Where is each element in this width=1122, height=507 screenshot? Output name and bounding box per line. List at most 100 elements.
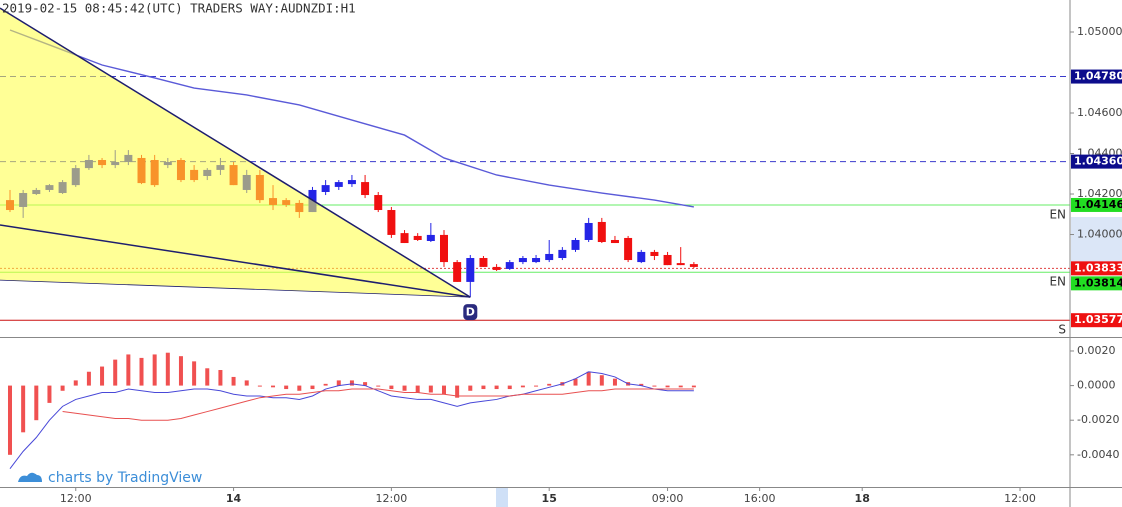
histogram-bar [573, 378, 578, 386]
level-label-bg [1071, 261, 1122, 276]
macd-line [9, 371, 694, 469]
candle-body [479, 258, 488, 267]
histogram-bar [481, 385, 486, 390]
candle-body [400, 233, 409, 244]
candle-body [426, 234, 435, 242]
level-label-bg [1071, 313, 1122, 328]
level-label: 1.03833 [1074, 261, 1122, 274]
histogram-bar [612, 378, 617, 386]
histogram-bar [100, 366, 105, 386]
histogram-bar [113, 359, 118, 386]
level-label-bg [1071, 197, 1122, 212]
histogram-bar [586, 371, 591, 386]
histogram-bar [192, 361, 197, 386]
histogram-bar [639, 383, 644, 386]
level-label: 1.03814 [1074, 276, 1122, 289]
level-label: 1.04146 [1074, 198, 1122, 211]
y-tick-label: 0.0020 [1077, 344, 1116, 357]
candle-body [361, 182, 370, 196]
histogram-bar [547, 383, 552, 386]
candle-body [439, 234, 448, 263]
histogram-bar [376, 385, 381, 387]
histogram-bar [284, 385, 289, 390]
y-tick-label: 1.05000 [1077, 25, 1122, 38]
histogram-bar [402, 385, 407, 391]
x-tick-label: 16:00 [744, 492, 776, 505]
level-tag: EN [1049, 207, 1066, 221]
histogram-bar [494, 385, 499, 390]
histogram-bar [244, 380, 249, 386]
candle-body [624, 237, 633, 261]
level-label: 1.03577 [1074, 313, 1122, 326]
histogram-bar [34, 385, 39, 421]
plot-layer: D1.050001.046001.044001.042001.040001.04… [0, 7, 1122, 505]
x-tick-label: 12:00 [1004, 492, 1036, 505]
candle-body [676, 263, 685, 266]
histogram-bar [455, 385, 460, 398]
histogram-bar [21, 385, 26, 433]
histogram-bar [165, 352, 170, 386]
level-tag: S [1058, 323, 1066, 337]
histogram-bar [468, 385, 473, 391]
candle-body [558, 249, 567, 259]
histogram-bar [152, 354, 157, 386]
histogram-bar [126, 354, 131, 386]
y-tick-label: -0.0040 [1077, 448, 1119, 461]
histogram-bar [86, 371, 91, 386]
level-label: 1.04360 [1074, 155, 1122, 168]
watermark-icon [18, 472, 42, 482]
x-tick-label: 09:00 [652, 492, 684, 505]
histogram-bar [441, 385, 446, 395]
histogram-bar [507, 385, 512, 390]
histogram-bar [7, 385, 12, 455]
histogram-bar [297, 385, 302, 391]
candle-body [492, 266, 501, 270]
histogram-bar [415, 385, 420, 393]
histogram-bar [323, 383, 328, 386]
axis-highlight [1071, 217, 1122, 263]
candle-body [374, 195, 383, 211]
candle-body [637, 251, 646, 263]
candle-body [466, 258, 475, 282]
candle-body [347, 180, 356, 185]
histogram-bar [691, 385, 696, 388]
level-label-bg [1071, 69, 1122, 84]
histogram-bar [231, 376, 236, 386]
candle-body [584, 222, 593, 240]
x-tick-label: 14 [226, 492, 242, 505]
histogram-bar [310, 385, 315, 390]
level-label: 1.04780 [1074, 70, 1122, 83]
histogram-bar [428, 385, 433, 393]
time-highlight [496, 488, 508, 507]
candle-body [321, 185, 330, 192]
histogram-bar [73, 380, 78, 386]
y-tick-label: 1.04000 [1077, 228, 1122, 241]
candle-body [505, 262, 514, 269]
histogram-bar [178, 356, 183, 386]
pattern-line [0, 7, 471, 298]
level-label-bg [1071, 276, 1122, 291]
pattern-point-badge [463, 304, 478, 321]
chart-title: 2019-02-15 08:45:42(UTC) TRADERS WAY:AUD… [2, 1, 356, 16]
y-tick-label: 0.0000 [1077, 379, 1116, 392]
y-tick-label: 1.04200 [1077, 187, 1122, 200]
watermark-logo [18, 472, 42, 482]
moving-average [9, 29, 694, 208]
candle-body [334, 182, 343, 187]
candle-body [545, 253, 554, 261]
histogram-bar [205, 368, 210, 386]
histogram-bar [363, 382, 368, 386]
histogram-bar [336, 380, 341, 386]
histogram-bar [665, 385, 670, 388]
pattern-line [0, 279, 471, 298]
histogram-bar [349, 380, 354, 386]
histogram-bar [652, 385, 657, 387]
candle-body [387, 210, 396, 235]
histogram-bar [678, 385, 683, 388]
pattern-point-label: D [466, 306, 475, 319]
pattern-line [0, 224, 471, 298]
histogram-bar [47, 385, 52, 403]
macd-line [62, 388, 694, 421]
candle-body [689, 264, 698, 267]
candle-body [518, 258, 527, 263]
